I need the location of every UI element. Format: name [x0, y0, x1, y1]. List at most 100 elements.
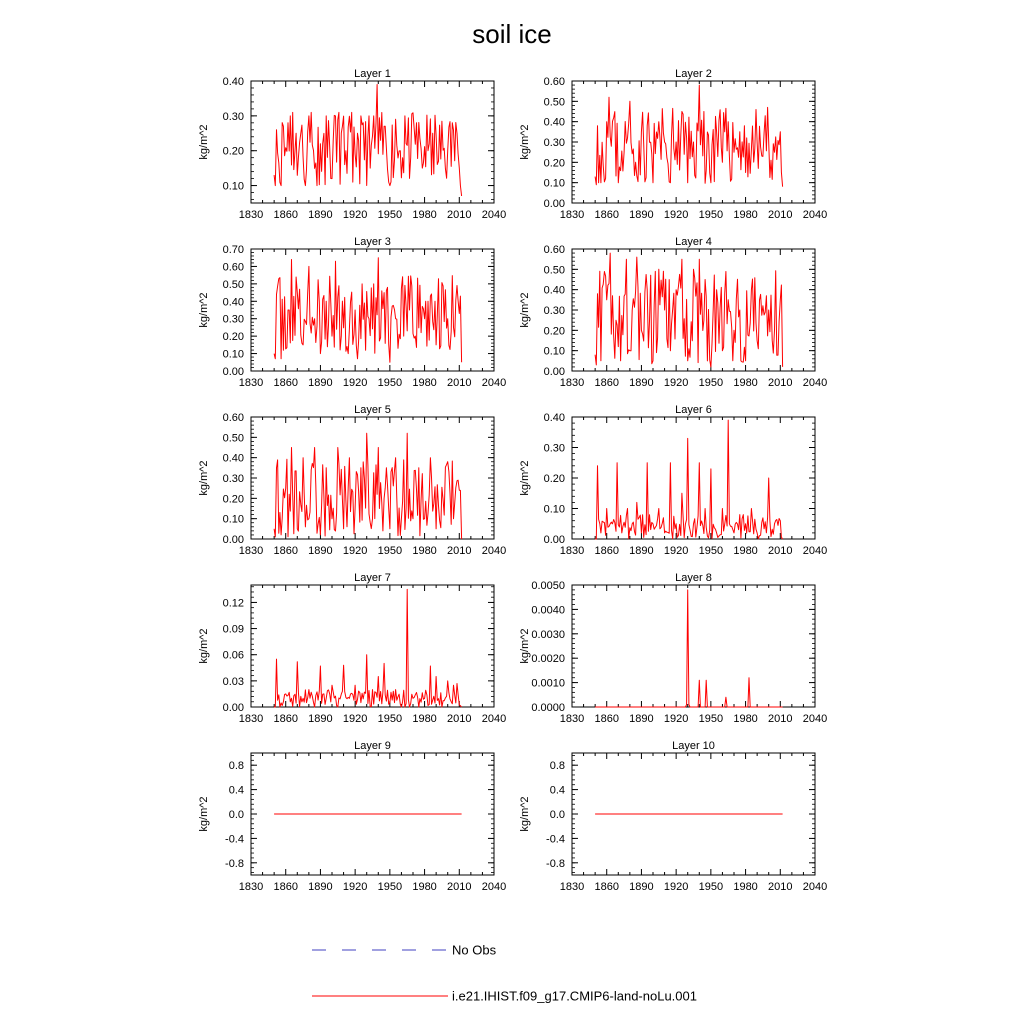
y-axis-label: kg/m^2 — [519, 460, 531, 495]
x-tick-label: 1950 — [378, 377, 402, 389]
y-tick-label: 0.0 — [229, 809, 244, 821]
y-tick-label: 0.40 — [544, 117, 565, 129]
x-tick-label: 1980 — [412, 545, 436, 557]
panel-title: Layer 7 — [354, 572, 391, 584]
y-tick-label: 0.8 — [550, 760, 565, 772]
x-tick-label: 1830 — [560, 209, 584, 221]
x-tick-label: 2040 — [482, 377, 506, 389]
x-tick-label: 2040 — [803, 209, 827, 221]
y-tick-label: 0.4 — [229, 785, 244, 797]
y-tick-label: 0.60 — [223, 412, 244, 424]
x-tick-label: 1830 — [239, 713, 263, 725]
x-tick-label: 1860 — [273, 881, 297, 893]
x-tick-label: 1830 — [239, 377, 263, 389]
x-tick-label: 1980 — [733, 545, 757, 557]
y-tick-label: 0.0020 — [531, 653, 565, 665]
x-tick-label: 1830 — [239, 881, 263, 893]
x-tick-label: 1860 — [594, 209, 618, 221]
x-tick-label: 2010 — [768, 209, 792, 221]
x-tick-label: 2010 — [447, 881, 471, 893]
x-tick-label: 1830 — [239, 209, 263, 221]
panel-title: Layer 4 — [675, 236, 712, 248]
x-tick-label: 1860 — [594, 713, 618, 725]
panel-layer-10: Layer 10 kg/m^2 1830 1860 1890 1920 1950 1980 20… — [519, 740, 827, 893]
x-tick-label: 1890 — [308, 377, 332, 389]
y-tick-label: 0.0030 — [531, 629, 565, 641]
y-tick-label: 0.30 — [223, 314, 244, 326]
y-tick-label: 0.40 — [223, 76, 244, 88]
x-tick-label: 2040 — [482, 545, 506, 557]
x-tick-label: 1980 — [733, 713, 757, 725]
panel-layer-8: Layer 8 kg/m^2 1830 1860 1890 1920 1950 1980 201… — [519, 572, 827, 725]
y-tick-label: 0.0010 — [531, 678, 565, 690]
y-tick-label: 0.00 — [544, 198, 565, 210]
y-tick-label: 0.50 — [223, 432, 244, 444]
x-tick-label: 1950 — [378, 713, 402, 725]
y-tick-label: 0.10 — [223, 514, 244, 526]
panel-title: Layer 1 — [354, 68, 391, 80]
x-tick-label: 1950 — [699, 881, 723, 893]
panel-layer-9: Layer 9 kg/m^2 1830 1860 1890 1920 1950 1980 201… — [198, 740, 506, 893]
x-tick-label: 1950 — [378, 545, 402, 557]
y-tick-label: 0.10 — [223, 349, 244, 361]
model-series-line — [595, 589, 783, 708]
y-tick-label: 0.60 — [544, 76, 565, 88]
y-tick-label: -0.8 — [225, 858, 244, 870]
y-tick-label: 0.50 — [544, 96, 565, 108]
panel-title: Layer 2 — [675, 68, 712, 80]
y-tick-label: 0.30 — [544, 443, 565, 455]
x-tick-label: 2010 — [768, 881, 792, 893]
x-tick-label: 2040 — [482, 881, 506, 893]
x-tick-label: 1890 — [629, 545, 653, 557]
y-tick-label: -0.4 — [225, 833, 244, 845]
x-tick-label: 1860 — [273, 713, 297, 725]
panel-layer-1: Layer 1 kg/m^2 1830 1860 1890 1920 1950 1980 201… — [198, 68, 506, 221]
x-tick-label: 1860 — [273, 377, 297, 389]
panel-title: Layer 3 — [354, 236, 391, 248]
x-tick-label: 1890 — [308, 713, 332, 725]
y-tick-label: 0.20 — [544, 157, 565, 169]
y-tick-label: 0.40 — [544, 285, 565, 297]
x-tick-label: 1890 — [629, 881, 653, 893]
y-axis-label: kg/m^2 — [198, 628, 210, 663]
x-tick-label: 1950 — [699, 377, 723, 389]
x-tick-label: 1890 — [629, 209, 653, 221]
figure-title: soil ice — [472, 19, 551, 49]
y-tick-label: 0.0 — [550, 809, 565, 821]
y-tick-label: 0.20 — [223, 331, 244, 343]
x-tick-label: 1830 — [560, 377, 584, 389]
model-series-line — [273, 84, 463, 197]
legend-model-label: i.e21.IHIST.f09_g17.CMIP6-land-noLu.001 — [452, 989, 697, 1004]
y-axis-label: kg/m^2 — [519, 124, 531, 159]
x-tick-label: 1980 — [733, 881, 757, 893]
y-tick-label: 0.10 — [544, 178, 565, 190]
x-tick-label: 2040 — [803, 881, 827, 893]
y-tick-label: 0.10 — [544, 504, 565, 516]
y-axis-label: kg/m^2 — [198, 796, 210, 831]
x-tick-label: 1920 — [343, 713, 367, 725]
x-tick-label: 1890 — [308, 209, 332, 221]
panel-title: Layer 6 — [675, 404, 712, 416]
x-tick-label: 1950 — [378, 209, 402, 221]
x-tick-label: 1980 — [412, 881, 436, 893]
y-tick-label: -0.4 — [546, 833, 565, 845]
y-tick-label: 0.06 — [223, 650, 244, 662]
y-tick-label: 0.4 — [550, 785, 565, 797]
x-tick-label: 1920 — [664, 881, 688, 893]
x-tick-label: 1830 — [560, 713, 584, 725]
x-tick-label: 1920 — [664, 209, 688, 221]
model-series-line — [274, 588, 462, 708]
panel-layer-7: Layer 7 kg/m^2 1830 1860 1890 1920 1950 1980 201… — [198, 572, 506, 725]
x-tick-label: 1890 — [629, 377, 653, 389]
x-tick-label: 1980 — [412, 209, 436, 221]
model-series-line — [594, 252, 784, 368]
y-tick-label: 0.60 — [544, 244, 565, 256]
y-axis-label: kg/m^2 — [519, 796, 531, 831]
panel-title: Layer 8 — [675, 572, 712, 584]
panel-title: Layer 5 — [354, 404, 391, 416]
x-tick-label: 1950 — [699, 209, 723, 221]
y-tick-label: 0.70 — [223, 244, 244, 256]
y-tick-label: 0.50 — [223, 279, 244, 291]
x-tick-label: 2010 — [768, 545, 792, 557]
